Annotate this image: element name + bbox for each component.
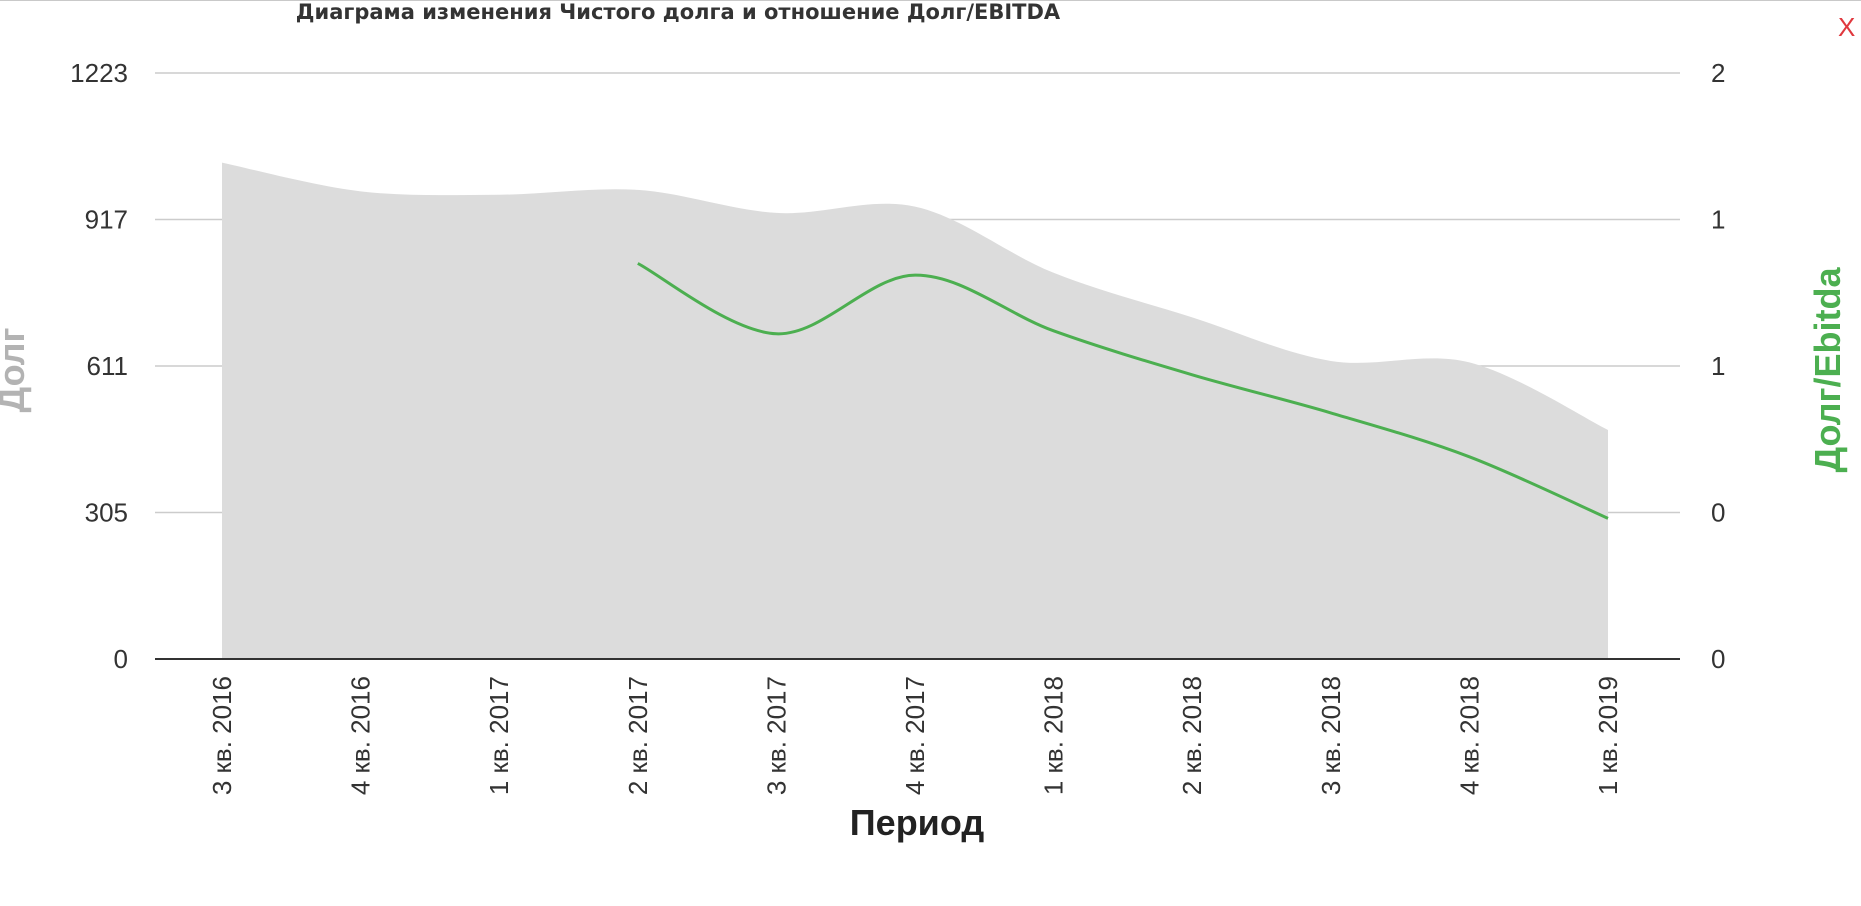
right-tick-label: 2	[1711, 58, 1725, 88]
left-tick-label: 1223	[70, 58, 128, 88]
x-axis-ticks: 3 кв. 2016 4 кв. 2016 1 кв. 2017 2 кв. 2017…	[207, 676, 1623, 795]
right-tick-label: 0	[1711, 644, 1725, 674]
left-tick-label: 611	[87, 351, 128, 381]
ratio-line	[637, 262, 1609, 520]
close-button[interactable]: X	[1838, 12, 1856, 42]
debt-area	[222, 162, 1608, 659]
x-tick-label: 4 кв. 2018	[1454, 676, 1484, 795]
x-tick-label: 3 кв. 2017	[761, 676, 791, 795]
right-axis-label: Долг/Ebitda	[1807, 267, 1848, 473]
chart-title: Диаграма изменения Чистого долга и отнош…	[295, 0, 1061, 24]
x-tick-label: 1 кв. 2019	[1593, 676, 1623, 795]
ratio-line-series	[637, 262, 1609, 520]
x-tick-label: 1 кв. 2018	[1039, 676, 1069, 795]
debt-area-series	[222, 162, 1608, 659]
x-tick-label: 1 кв. 2017	[484, 676, 514, 795]
left-tick-label: 305	[85, 498, 128, 528]
right-tick-label: 0	[1711, 498, 1725, 528]
right-axis-ticks: 2 1 1 0 0	[1711, 58, 1725, 674]
x-tick-label: 2 кв. 2017	[623, 676, 653, 795]
x-tick-label: 3 кв. 2018	[1316, 676, 1346, 795]
top-border	[0, 0, 1861, 1]
left-tick-label: 917	[85, 205, 128, 235]
x-axis-label: Период	[850, 802, 985, 843]
left-axis-ticks: 1223 917 611 305 0	[70, 58, 128, 674]
left-tick-label: 0	[114, 644, 128, 674]
x-tick-label: 4 кв. 2017	[900, 676, 930, 795]
x-tick-label: 4 кв. 2016	[346, 676, 376, 795]
left-axis-label: Долг	[0, 327, 32, 412]
x-tick-label: 3 кв. 2016	[207, 676, 237, 795]
right-tick-label: 1	[1711, 205, 1725, 235]
x-tick-label: 2 кв. 2018	[1177, 676, 1207, 795]
right-tick-label: 1	[1711, 351, 1725, 381]
